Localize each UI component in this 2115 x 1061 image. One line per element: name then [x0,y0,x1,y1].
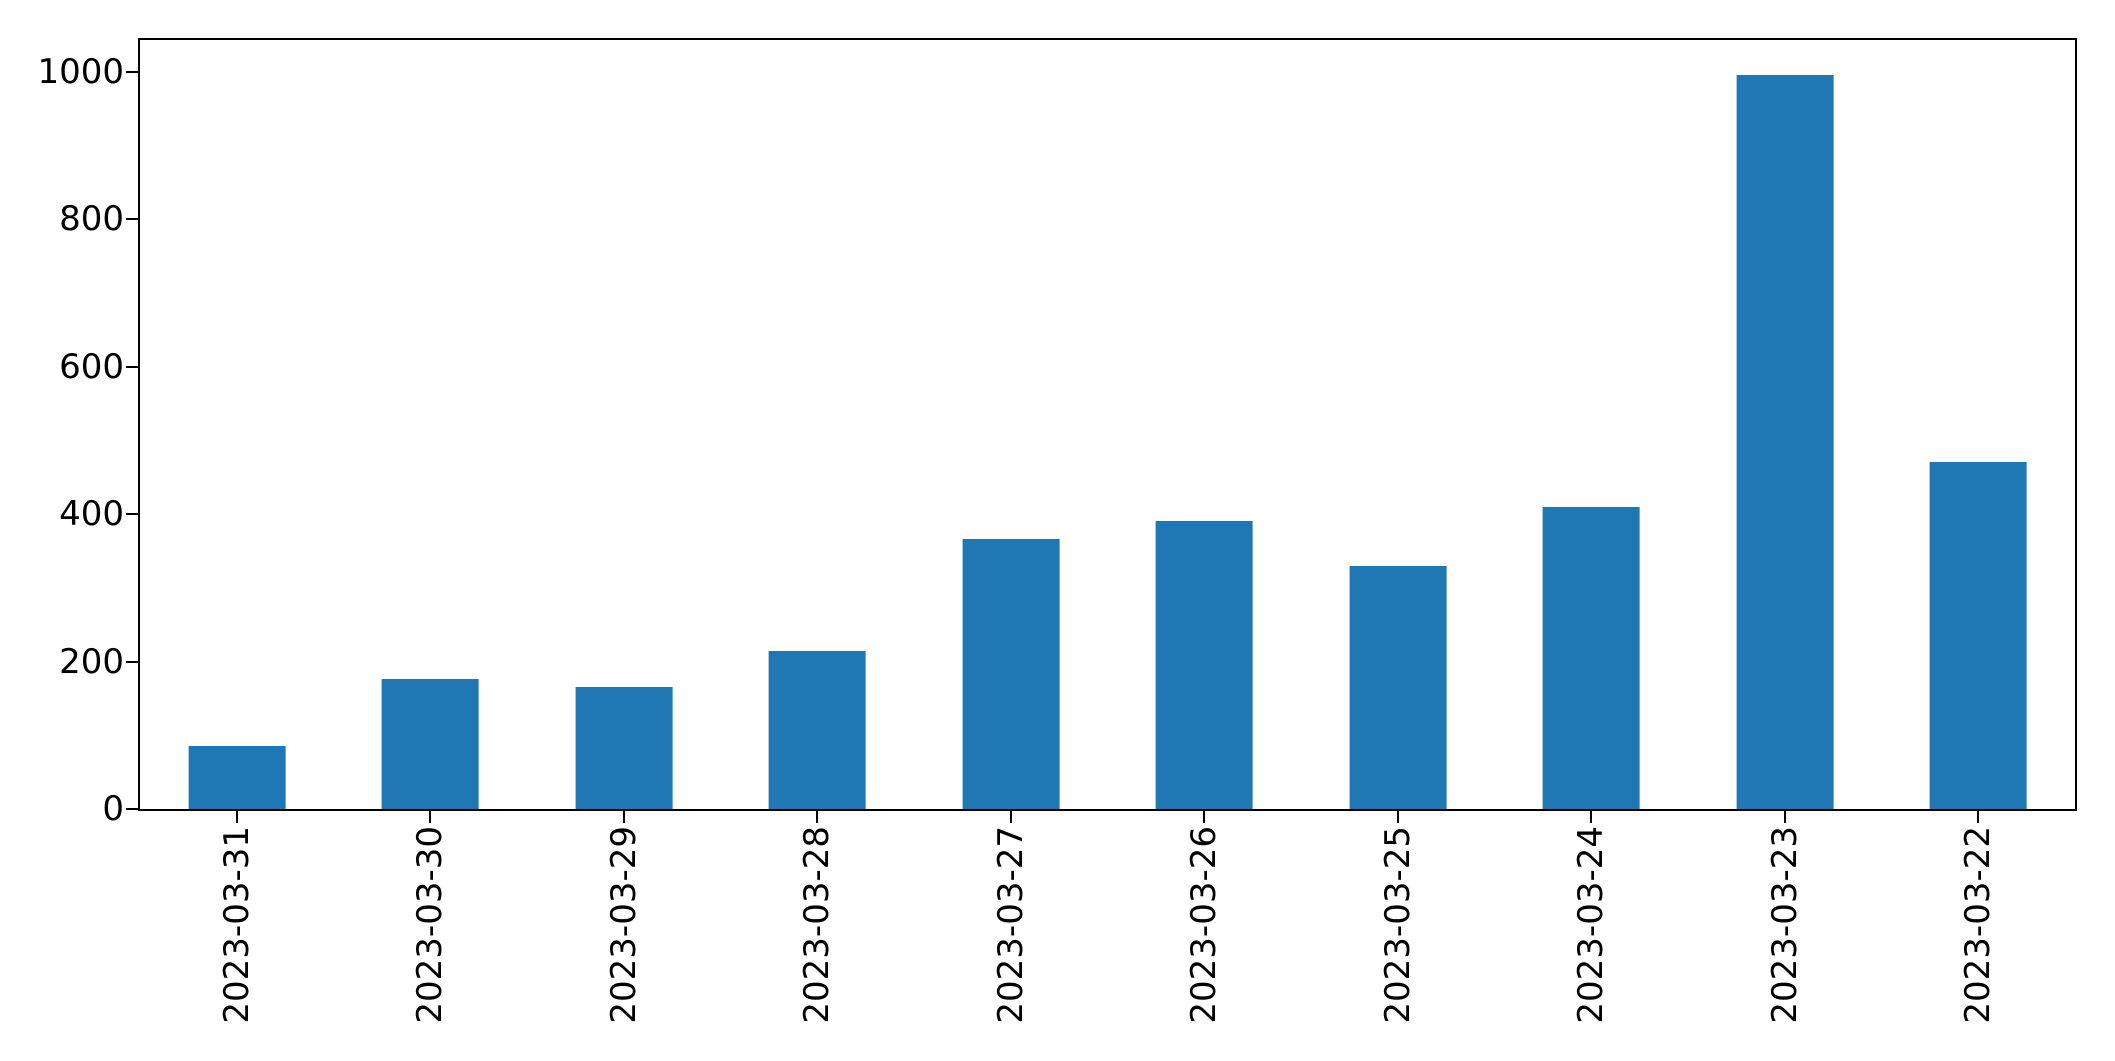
x-tick-label: 2023-03-26 [1184,826,1225,1024]
bar-2023-03-25 [1349,566,1447,809]
plot-area: 0 200 400 600 800 1000 [37,38,2077,826]
x-axis-tick-labels: 2023-03-31 2023-03-30 2023-03-29 2023-03-28… [140,826,2075,1056]
x-tick-label: 2023-03-24 [1571,826,1612,1024]
x-tick-mark [1203,811,1206,823]
y-tick-mark [126,660,138,663]
y-tick-mark [126,513,138,516]
x-tick-label: 2023-03-27 [990,826,1031,1024]
x-tick-label: 2023-03-30 [410,826,451,1024]
y-tick-mark [126,218,138,221]
x-tick-label: 2023-03-29 [603,826,644,1024]
bar-2023-03-24 [1542,507,1640,809]
x-tick-mark [622,811,625,823]
bar-2023-03-30 [381,678,479,809]
y-tick-label: 400 [59,494,124,535]
x-tick-label: 2023-03-23 [1764,826,1805,1024]
y-tick-label: 200 [59,641,124,682]
x-tick-mark [235,811,238,823]
x-tick-mark [816,811,819,823]
bar-2023-03-27 [962,539,1060,809]
bar-2023-03-22 [1929,461,2027,809]
bar-2023-03-29 [575,687,673,809]
x-tick-label: 2023-03-31 [216,826,257,1024]
y-tick-mark [126,808,138,810]
y-tick-label: 0 [102,789,124,829]
x-tick-mark [1396,811,1399,823]
bar-2023-03-31 [188,746,286,809]
y-tick-mark [126,70,138,73]
x-tick-label: 2023-03-28 [797,826,838,1024]
y-tick-label: 800 [59,199,124,240]
y-tick-mark [126,365,138,368]
x-tick-mark [1009,811,1012,823]
x-tick-mark [429,811,432,823]
bar-2023-03-23 [1736,75,1834,809]
x-tick-label: 2023-03-25 [1377,826,1418,1024]
y-tick-label: 1000 [37,51,124,92]
x-tick-label: 2023-03-22 [1958,826,1999,1024]
y-tick-label: 600 [59,346,124,387]
x-tick-mark [1783,811,1786,823]
x-tick-mark [1590,811,1593,823]
bar-2023-03-26 [1155,521,1253,809]
x-tick-mark [1977,811,1980,823]
bar-2023-03-28 [768,651,866,809]
